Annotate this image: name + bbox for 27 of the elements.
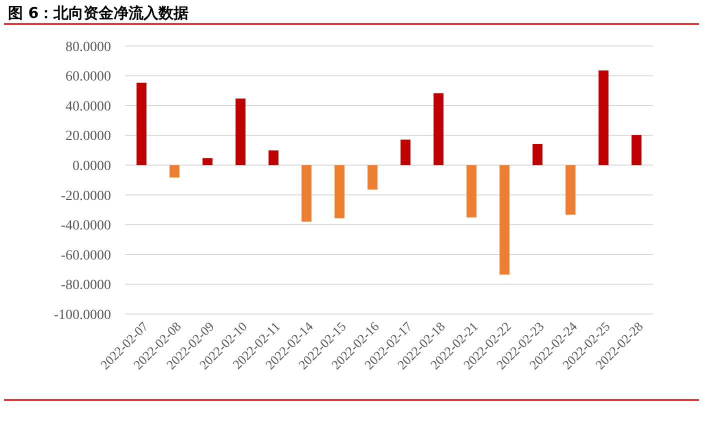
y-tick-label: 0.0000 [72, 159, 111, 174]
y-tick-label: -60.0000 [60, 248, 111, 264]
y-tick-label: -40.0000 [60, 218, 111, 234]
bar [268, 150, 278, 166]
bar [632, 135, 642, 166]
y-tick-label: 40.0000 [66, 99, 111, 114]
chart-title: 图 6：北向资金净流入数据 [8, 4, 189, 22]
bar [368, 165, 378, 190]
bar [532, 144, 542, 166]
bar [500, 165, 510, 275]
bar [236, 98, 246, 166]
bar [334, 165, 344, 218]
y-tick-label: 60.0000 [66, 70, 111, 85]
bar [202, 158, 212, 166]
bar [170, 165, 180, 178]
bar [136, 82, 146, 166]
y-tick-label: -80.0000 [60, 278, 111, 294]
bar [566, 165, 576, 215]
bar [400, 140, 410, 166]
bar [598, 70, 608, 166]
y-tick-label: -100.0000 [54, 308, 111, 323]
y-tick-label: 80.0000 [66, 40, 111, 55]
bar [302, 165, 312, 222]
bar [466, 165, 476, 218]
y-tick-label: -20.0000 [60, 188, 111, 204]
y-tick-label: 20.0000 [66, 129, 111, 144]
bar [434, 93, 444, 166]
